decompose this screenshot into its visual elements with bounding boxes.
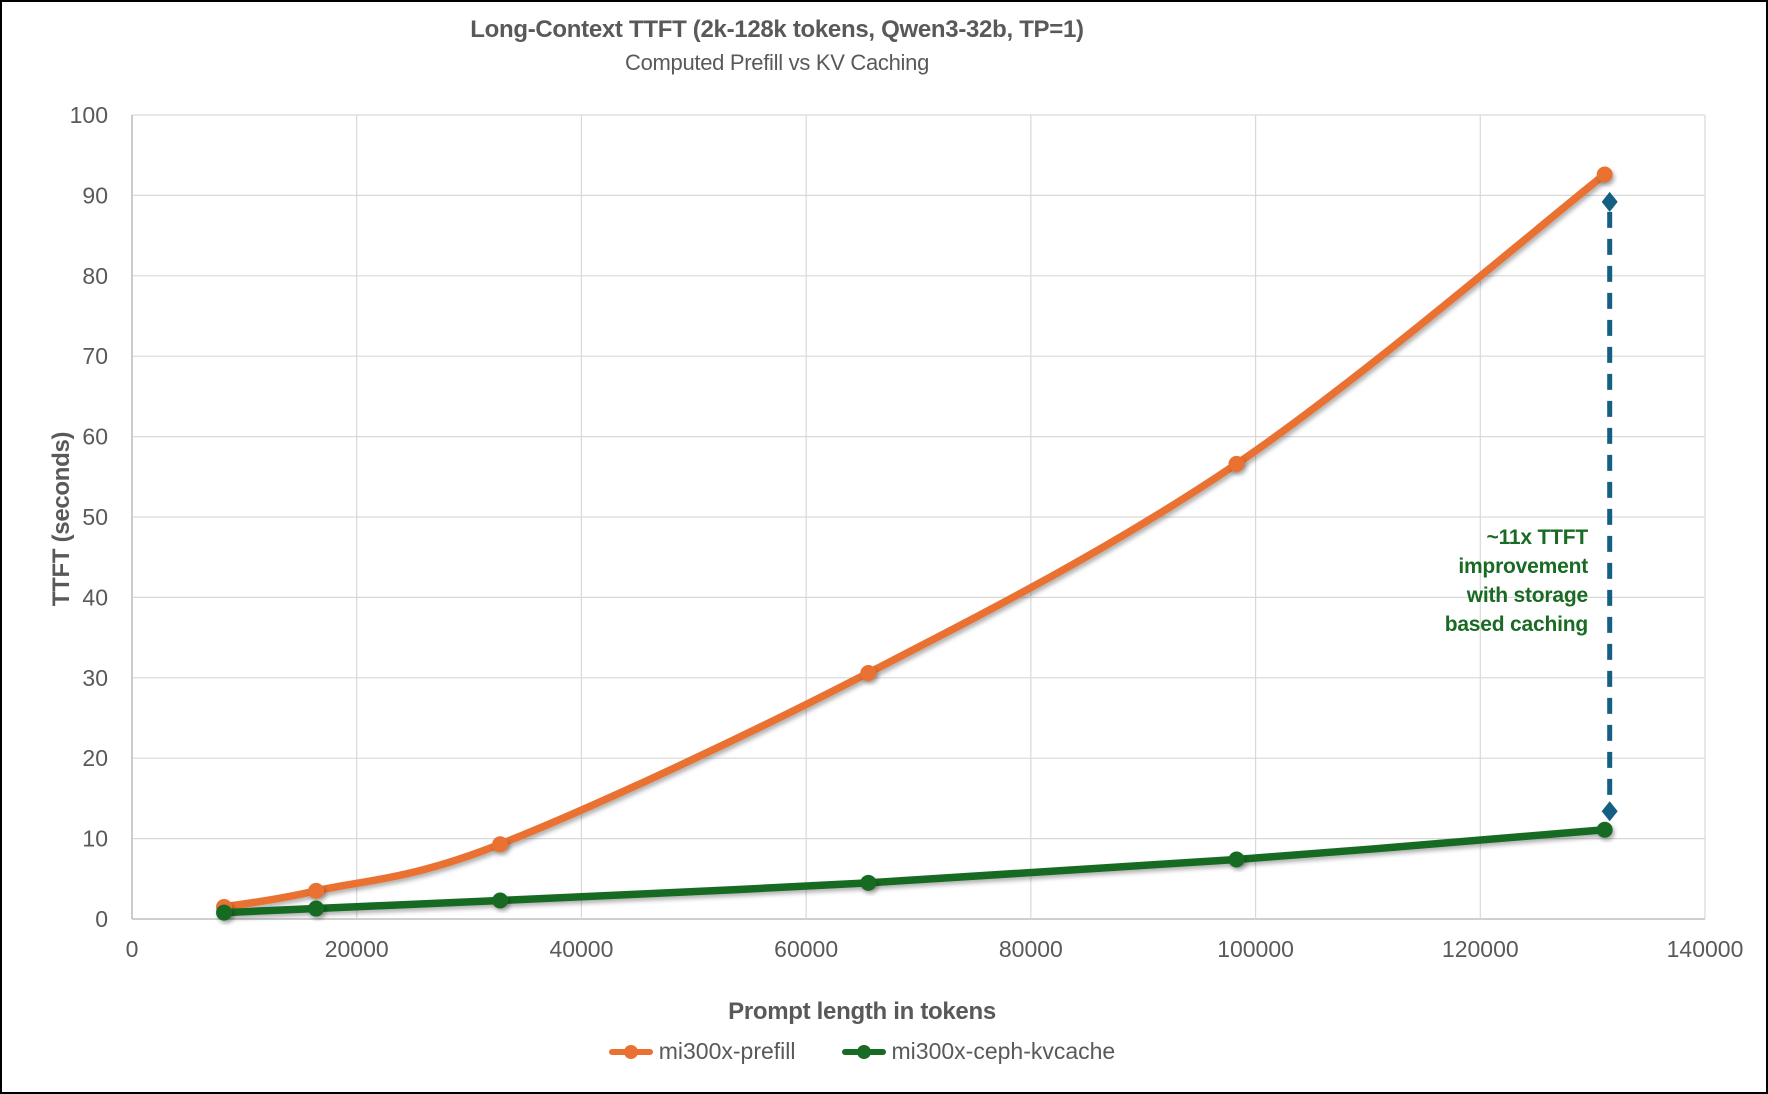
legend-item-kvcache[interactable]: mi300x-ceph-kvcache [841, 1038, 1116, 1065]
svg-text:0: 0 [126, 936, 139, 962]
legend-label-prefill: mi300x-prefill [658, 1038, 796, 1064]
svg-text:140000: 140000 [1667, 936, 1744, 962]
chart-subtitle: Computed Prefill vs KV Caching [624, 50, 930, 75]
annotation-line: based caching [1444, 613, 1588, 636]
svg-text:10: 10 [82, 826, 108, 852]
improvement-annotation: ~11x TTFT improvement with storage based… [1445, 523, 1588, 639]
chart-title: Long-Context TTFT (2k-128k tokens, Qwen3… [470, 16, 1084, 43]
svg-text:100000: 100000 [1217, 936, 1294, 962]
svg-text:40: 40 [82, 584, 108, 610]
svg-text:60000: 60000 [774, 936, 838, 962]
legend-item-prefill[interactable]: mi300x-prefill [608, 1038, 796, 1065]
svg-text:50: 50 [82, 504, 108, 530]
prefill-series-swatch-icon [608, 1044, 653, 1059]
svg-text:0: 0 [95, 906, 108, 932]
svg-text:120000: 120000 [1442, 936, 1519, 962]
svg-text:20000: 20000 [325, 936, 389, 962]
svg-text:80: 80 [82, 263, 108, 289]
kvcache-series-swatch-icon [841, 1044, 886, 1059]
svg-text:80000: 80000 [999, 936, 1063, 962]
svg-text:70: 70 [82, 343, 108, 369]
svg-text:90: 90 [82, 182, 108, 208]
svg-text:40000: 40000 [549, 936, 613, 962]
annotation-line: improvement [1458, 555, 1588, 578]
y-axis-title: TTFT (seconds) [48, 431, 75, 607]
chart-legend: mi300x-prefill mi300x-ceph-kvcache [2, 1038, 1722, 1065]
svg-text:20: 20 [82, 745, 108, 771]
svg-text:100: 100 [70, 102, 108, 128]
svg-text:60: 60 [82, 424, 108, 450]
legend-label-kvcache: mi300x-ceph-kvcache [891, 1038, 1116, 1064]
annotation-line: with storage [1466, 584, 1588, 607]
title-block: Long-Context TTFT (2k-128k tokens, Qwen3… [2, 16, 1552, 76]
annotation-line: ~11x TTFT [1486, 526, 1589, 549]
x-axis-title: Prompt length in tokens [728, 998, 996, 1025]
svg-text:30: 30 [82, 665, 108, 691]
